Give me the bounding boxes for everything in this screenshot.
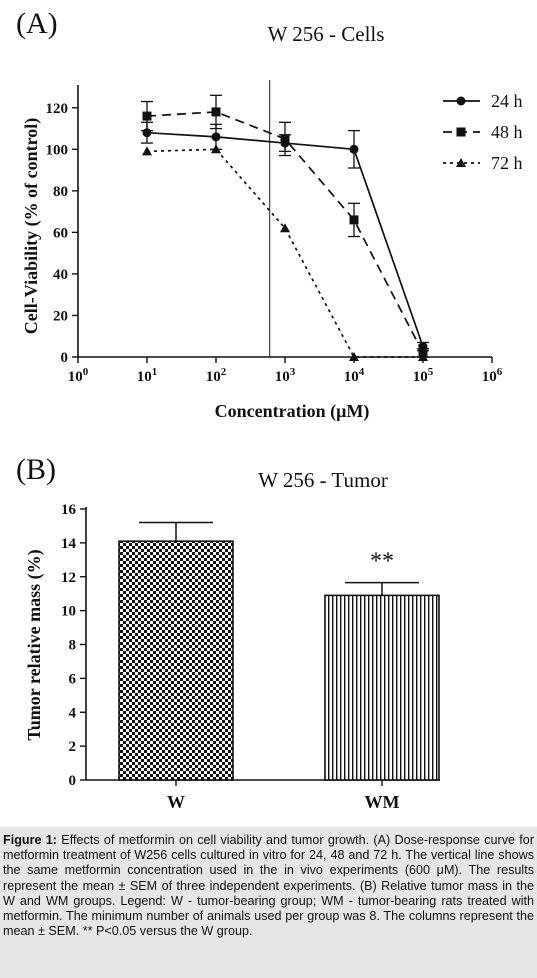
x-tick-exponent: 4 <box>359 366 365 378</box>
marker-triangle <box>418 352 428 361</box>
y-tick-label: 60 <box>53 225 68 241</box>
legend-label: 24 h <box>491 91 523 111</box>
marker-square <box>456 127 466 137</box>
y-tick-label: 8 <box>69 638 77 654</box>
x-tick-label: 100 <box>68 366 89 385</box>
x-tick-exponent: 2 <box>221 366 227 378</box>
bar-W <box>118 540 234 781</box>
panel-b-label: (B) <box>16 453 56 486</box>
significance-marker: ** <box>370 549 394 575</box>
marker-circle <box>211 132 221 142</box>
x-tick-base: 10 <box>137 369 152 385</box>
x-tick-base: 10 <box>344 369 359 385</box>
x-tick-label: 106 <box>482 366 503 385</box>
marker-triangle <box>280 223 290 233</box>
x-tick-exponent: 3 <box>290 366 296 378</box>
bar-WM <box>324 594 440 781</box>
series-24h <box>141 121 429 352</box>
x-tick-label: 105 <box>413 366 434 385</box>
y-tick-label: 100 <box>46 142 69 158</box>
legend-entry: 48 h <box>443 122 523 142</box>
x-tick-label: 101 <box>137 366 158 385</box>
y-tick-label: 40 <box>53 267 68 283</box>
marker-square <box>280 134 290 144</box>
panel-a-label: (A) <box>16 7 58 40</box>
y-tick-label: 12 <box>61 570 76 586</box>
marker-triangle <box>211 144 221 154</box>
marker-circle <box>349 144 359 154</box>
marker-square <box>211 107 221 117</box>
legend-label: 48 h <box>491 122 523 142</box>
caption-text: Effects of metformin on cell viability a… <box>3 833 535 939</box>
x-tick-label: 102 <box>206 366 227 385</box>
series-line <box>146 131 424 347</box>
x-tick-base: 10 <box>275 369 290 385</box>
y-tick-label: 10 <box>61 604 76 620</box>
legend-entry: 24 h <box>443 91 523 111</box>
figure-caption: Figure 1: Effects of metformin on cell v… <box>0 827 537 978</box>
y-tick-label: 4 <box>69 705 77 721</box>
y-tick-label: 120 <box>46 101 69 117</box>
panel-b-plot: 0 2 4 6 8 10 12 14 16 W WM ** <box>61 502 440 812</box>
y-tick-label: 16 <box>61 502 77 518</box>
legend-entry: 72 h <box>443 153 523 173</box>
marker-circle <box>456 96 466 106</box>
y-tick-label: 0 <box>69 773 77 789</box>
panel-a-title: W 256 - Cells <box>268 22 385 46</box>
x-tick-label: 104 <box>344 366 365 385</box>
caption-label: Figure 1: <box>3 833 57 847</box>
y-tick-label: 14 <box>61 536 77 552</box>
y-tick-label: 20 <box>53 308 68 324</box>
marker-triangle <box>142 146 152 156</box>
panel-a-ylabel: Cell-Viability (% of control) <box>21 118 42 334</box>
series-line <box>146 148 423 358</box>
y-tick-label: 0 <box>61 350 69 366</box>
marker-triangle <box>456 158 466 167</box>
x-tick-exponent: 5 <box>428 366 434 378</box>
x-tick-exponent: 0 <box>83 366 89 378</box>
x-tick-base: 10 <box>68 369 83 385</box>
x-tick-base: 10 <box>206 369 221 385</box>
marker-triangle <box>349 352 359 361</box>
legend-label: 72 h <box>491 153 523 173</box>
y-tick-label: 6 <box>69 671 77 687</box>
marker-square <box>142 111 152 121</box>
y-tick-label: 80 <box>53 184 68 200</box>
x-tick-label: W <box>167 792 185 812</box>
series-48h <box>141 94 429 358</box>
panel-a-xlabel: Concentration (μM) <box>215 401 370 422</box>
x-tick-exponent: 6 <box>497 366 503 378</box>
x-tick-exponent: 1 <box>152 366 158 378</box>
marker-square <box>349 215 359 225</box>
x-tick-base: 10 <box>413 369 428 385</box>
panel-b-title: W 256 - Tumor <box>258 468 388 492</box>
series-72h <box>142 144 428 361</box>
y-tick-label: 2 <box>69 739 77 755</box>
panel-b-ylabel: Tumor relative mass (%) <box>24 549 45 740</box>
x-tick-label: WM <box>365 792 400 812</box>
x-tick-base: 10 <box>482 369 497 385</box>
x-tick-label: 103 <box>275 366 296 385</box>
